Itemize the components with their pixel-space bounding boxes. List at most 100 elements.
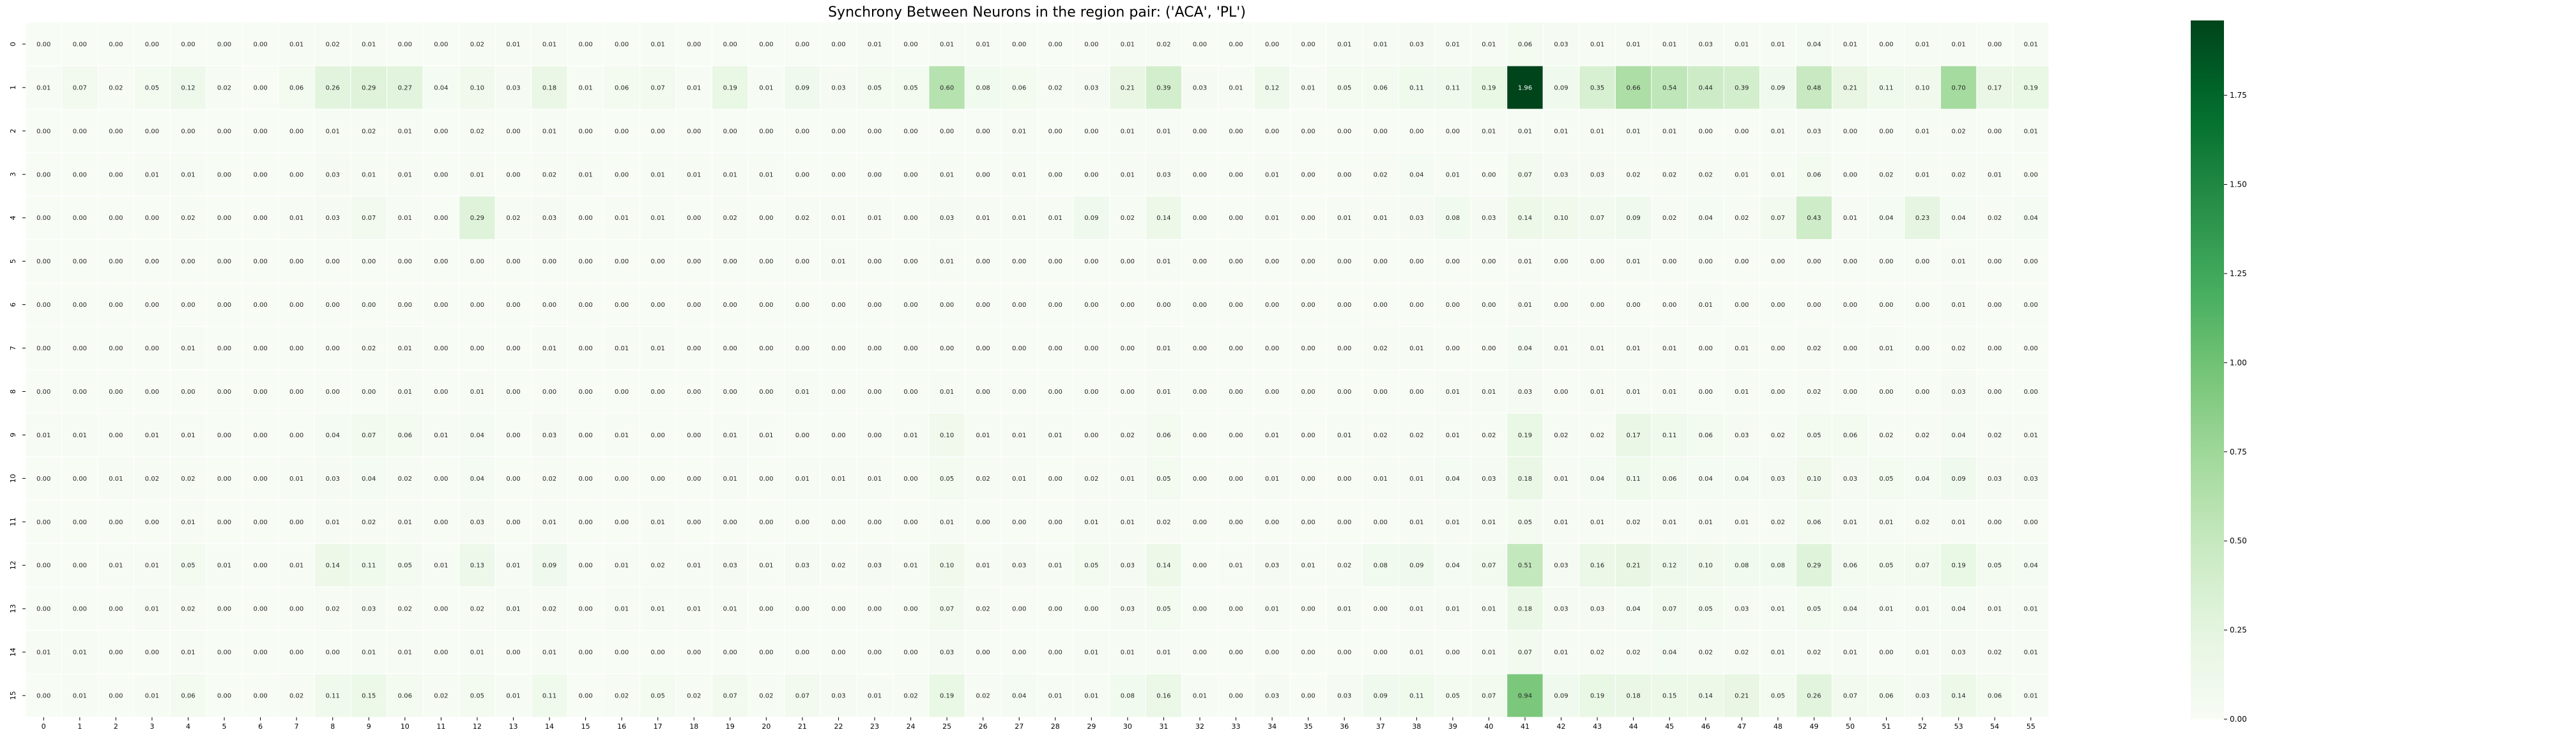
heatmap-cell [1434, 412, 1471, 457]
heatmap-cell [459, 499, 496, 544]
heatmap-cell [314, 239, 351, 284]
cell-value-label: 0.01 [1951, 41, 1965, 48]
heatmap-cell [1217, 109, 1255, 153]
cell-value-label: 0.03 [1554, 606, 1568, 613]
heatmap-cell [1254, 543, 1291, 587]
cell-value-label: 0.00 [362, 389, 376, 396]
heatmap-cell [1579, 370, 1616, 414]
colorbar-tick-label: 0.00 [2230, 715, 2247, 724]
cell-value-label: 0.01 [1409, 519, 1423, 526]
cell-value-label: 0.01 [578, 84, 592, 91]
cell-value-label: 0.00 [1301, 258, 1315, 265]
heatmap-cell [928, 543, 965, 587]
heatmap-cell [97, 370, 135, 414]
heatmap-cell [278, 239, 315, 284]
cell-value-label: 0.00 [109, 171, 123, 178]
heatmap-cell [350, 22, 388, 66]
heatmap-cell [1217, 370, 1255, 414]
x-tick-label: 40 [1484, 722, 1493, 731]
cell-value-label: 0.01 [398, 171, 412, 178]
cell-value-label: 0.19 [2024, 84, 2038, 91]
cell-value-label: 0.01 [1482, 128, 1496, 135]
heatmap-cell [928, 196, 965, 240]
heatmap-cell [1398, 630, 1436, 674]
cell-value-label: 0.09 [1374, 693, 1388, 700]
cell-value-label: 0.29 [1807, 563, 1821, 570]
cell-value-label: 0.00 [1301, 389, 1315, 396]
cell-value-label: 0.00 [1229, 215, 1243, 222]
cell-value-label: 0.00 [651, 258, 665, 265]
cell-value-label: 0.00 [578, 41, 592, 48]
cell-value-label: 0.03 [1084, 84, 1098, 91]
cell-value-label: 0.02 [795, 215, 809, 222]
cell-value-label: 0.01 [1156, 389, 1170, 396]
heatmap-cell [675, 22, 713, 66]
x-tick-label: 11 [436, 722, 445, 731]
cell-value-label: 0.01 [651, 215, 665, 222]
heatmap-cell [820, 22, 857, 66]
heatmap-cell [1579, 586, 1616, 631]
heatmap-cell [387, 543, 424, 587]
colorbar-tick-label: 1.00 [2230, 358, 2247, 367]
heatmap-cell [1470, 456, 1508, 501]
cell-value-labels: 0.00 0.00 0.00 0.00 0.00 0.00 0.00 0.01 0.02 0.01… [36, 41, 2038, 699]
heatmap-cell [1434, 65, 1471, 110]
cell-value-label: 0.01 [940, 171, 954, 178]
cell-value-label: 0.01 [1482, 650, 1496, 657]
heatmap-cell [892, 152, 930, 197]
cell-value-label: 0.02 [181, 476, 195, 483]
cell-value-label: 0.00 [36, 302, 50, 309]
cell-value-label: 0.00 [1771, 389, 1785, 396]
heatmap-cell [1832, 22, 1869, 66]
cell-value-label: 0.06 [398, 693, 412, 700]
heatmap-cell [1867, 412, 1905, 457]
cell-value-label: 0.00 [506, 389, 520, 396]
cell-value-label: 0.00 [795, 302, 809, 309]
cell-value-label: 0.21 [1735, 693, 1749, 700]
cell-value-label: 0.02 [542, 171, 556, 178]
cell-value-label: 0.01 [1915, 606, 1929, 613]
heatmap-cell [712, 65, 749, 110]
cell-value-label: 0.02 [1409, 432, 1423, 439]
heatmap-cell [1037, 412, 1074, 457]
x-tick-label: 7 [295, 722, 299, 731]
heatmap-cell [1723, 239, 1761, 284]
cell-value-label: 0.00 [506, 302, 520, 309]
heatmap-cell [25, 673, 63, 718]
cell-value-label: 0.01 [1627, 389, 1641, 396]
cell-value-label: 0.29 [362, 84, 376, 91]
heatmap-cell [2012, 109, 2050, 153]
heatmap-cell [603, 586, 640, 631]
heatmap-cell [2012, 65, 2050, 110]
cell-value-label: 0.03 [1121, 606, 1135, 613]
y-tick-label: 11 [9, 517, 17, 526]
heatmap-cell [747, 586, 785, 631]
cell-value-label: 0.06 [398, 432, 412, 439]
heatmap-cell [1434, 22, 1471, 66]
x-tick-label: 45 [1665, 722, 1674, 731]
heatmap-cell [567, 326, 604, 370]
x-tick-label: 35 [1304, 722, 1313, 731]
cell-value-label: 0.02 [1879, 171, 1893, 178]
cell-value-label: 0.00 [362, 302, 376, 309]
cell-value-label: 0.04 [2024, 563, 2038, 570]
cell-value-label: 0.00 [398, 258, 412, 265]
cell-value-label: 0.00 [181, 258, 195, 265]
cell-value-label: 0.02 [1699, 650, 1713, 657]
cell-value-label: 0.00 [542, 389, 556, 396]
cell-value-label: 0.00 [217, 693, 231, 700]
cell-value-label: 0.00 [1048, 519, 1062, 526]
cell-value-label: 0.01 [831, 258, 845, 265]
heatmap-cell [1289, 412, 1327, 457]
cell-value-label: 0.01 [434, 563, 448, 570]
cell-value-label: 0.00 [1554, 302, 1568, 309]
heatmap-cell [494, 673, 532, 718]
cell-value-label: 0.02 [181, 215, 195, 222]
cell-value-label: 0.00 [326, 345, 340, 352]
cell-value-label: 0.02 [1627, 519, 1641, 526]
cell-value-label: 0.00 [1988, 302, 2002, 309]
heatmap-cell [1109, 543, 1146, 587]
cell-value-label: 0.00 [217, 345, 231, 352]
cell-value-label: 0.00 [1988, 258, 2002, 265]
